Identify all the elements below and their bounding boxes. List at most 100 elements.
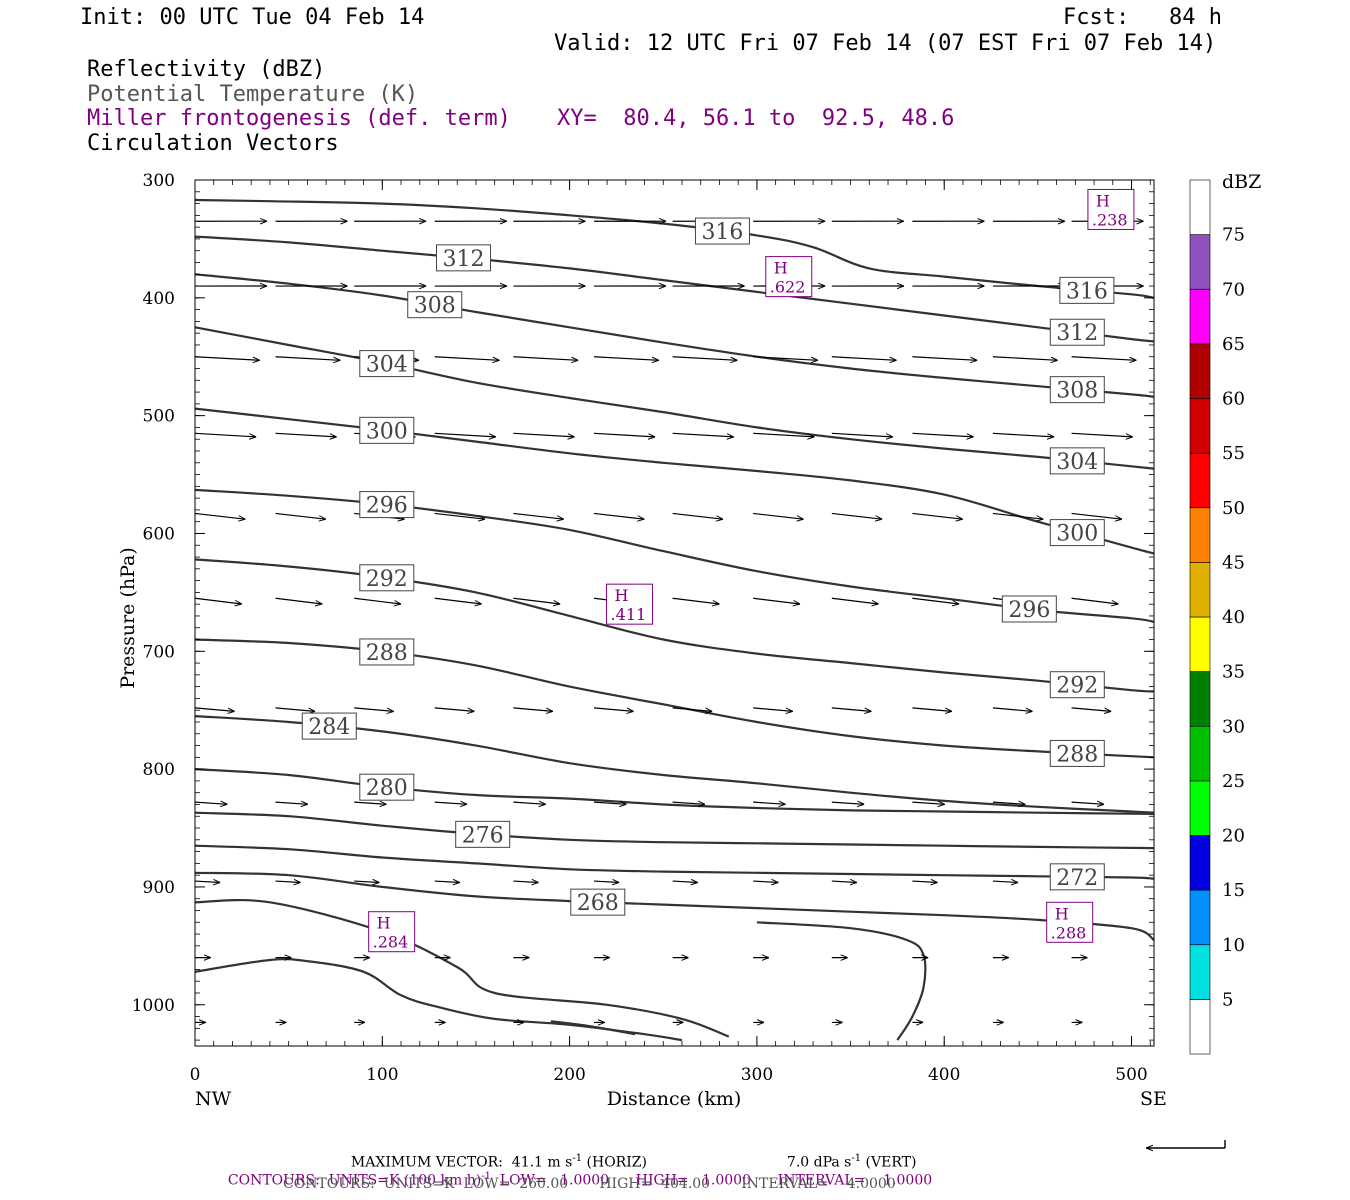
circulation-vector (1071, 802, 1104, 804)
circulation-vector (1071, 512, 1122, 519)
theta-contour-label: 288 (359, 638, 415, 666)
y-tick-label: 400 (143, 289, 175, 309)
svg-text:288: 288 (366, 641, 408, 666)
circulation-vector (434, 802, 467, 804)
circulation-vector (672, 512, 723, 519)
circulation-vector (513, 597, 560, 604)
reference-vector (1146, 1140, 1226, 1148)
colorbar-swatch (1189, 398, 1211, 454)
theta-contour-label: 304 (1049, 447, 1105, 475)
circulation-vector (275, 432, 337, 437)
circulation-vector (434, 881, 460, 882)
svg-text:.284: .284 (373, 933, 409, 952)
y-tick-label: 300 (143, 171, 175, 191)
theta-contour-284 (194, 715, 1155, 814)
contours-frontogenesis-units: CONTOURS: UNITS=K (100 km h) (227, 1172, 482, 1189)
circulation-vector (593, 356, 659, 361)
circulation-vector (831, 802, 864, 804)
circulation-vector (593, 707, 634, 712)
colorbar-swatch (1189, 288, 1211, 345)
colorbar-swatch (1189, 725, 1211, 782)
colorbar-label: 15 (1222, 880, 1245, 901)
x-end-label-right: SE (1140, 1088, 1167, 1110)
theta-contour-280 (194, 768, 1155, 815)
circulation-vector (912, 356, 977, 361)
colorbar-swatch (1189, 179, 1211, 235)
circulation-vector (912, 432, 973, 437)
circulation-vector (434, 512, 485, 519)
y-tick-label: 600 (143, 524, 175, 544)
colorbar-label: 25 (1222, 771, 1245, 792)
svg-text:H: H (377, 914, 391, 933)
circulation-vector (275, 707, 316, 712)
svg-text:272: 272 (1056, 866, 1098, 891)
y-axis-title: Pressure (hPa) (117, 547, 139, 689)
circulation-vector (434, 597, 482, 604)
circulation-vector (672, 881, 698, 882)
circulation-vector (513, 881, 538, 882)
y-tick-label: 500 (143, 407, 175, 427)
circulation-vector (753, 597, 800, 604)
svg-text:.622: .622 (770, 278, 806, 297)
colorbar-label: 60 (1222, 389, 1245, 410)
theta-contour-label: 268 (570, 888, 626, 916)
max-vector-line: MAXIMUM VECTOR: 41.1 m s-1 (HORIZ) (342, 1140, 647, 1170)
contours-theta-line: CONTOURS: UNITS=K LOW= 260.00 HIGH= 404.… (283, 1176, 896, 1192)
colorbar-swatch (1189, 507, 1211, 563)
theta-contour-316 (194, 198, 1155, 299)
theta-contour-label: 272 (1049, 863, 1105, 891)
circulation-vector (831, 597, 879, 604)
theta-contour-label: 284 (301, 712, 357, 740)
colorbar-label: 40 (1222, 607, 1245, 628)
circulation-vector (1071, 356, 1137, 361)
svg-text:284: 284 (308, 715, 350, 740)
svg-text:308: 308 (1056, 379, 1098, 404)
circulation-vector (672, 356, 738, 361)
circulation-vector (194, 802, 227, 804)
svg-text:312: 312 (1056, 321, 1098, 346)
circulation-vector (753, 432, 814, 437)
circulation-vector (275, 597, 323, 604)
svg-text:296: 296 (1008, 598, 1050, 623)
theta-contour-304 (194, 326, 1155, 470)
circulation-vector (434, 356, 500, 361)
circulation-vector (753, 356, 818, 361)
x-tick-label: 200 (553, 1065, 585, 1085)
colorbar-swatch (1189, 999, 1211, 1055)
circulation-vector (831, 356, 897, 361)
max-vector-vert-exponent: -1 (851, 1153, 862, 1164)
theta-contour-276 (194, 811, 1155, 850)
circulation-vector (593, 512, 644, 519)
circulation-vector (753, 881, 778, 882)
max-vector-horiz-exponent: -1 (572, 1153, 583, 1164)
svg-text:296: 296 (366, 494, 408, 519)
cross-section-endpoints: XY= 80.4, 56.1 to 92.5, 48.6 (557, 106, 955, 131)
svg-text:292: 292 (1056, 674, 1098, 699)
circulation-vector (593, 432, 655, 437)
circulation-vector (912, 881, 937, 882)
colorbar-label: 10 (1222, 935, 1245, 956)
colorbar-label: 65 (1222, 334, 1245, 355)
plot-frame (194, 179, 1155, 1047)
circulation-vector (434, 707, 475, 712)
frontogenesis-high: H.238 (1087, 188, 1135, 230)
theta-contour-label: 296 (1001, 595, 1057, 623)
theta-contour-264-a (194, 898, 730, 1038)
frontogenesis-high: H.622 (765, 256, 813, 298)
colorbar-label: 45 (1222, 552, 1245, 573)
circulation-vector (354, 881, 379, 882)
field-potential-temperature: Potential Temperature (K) (87, 82, 419, 107)
svg-text:276: 276 (462, 823, 504, 848)
theta-contour-292 (194, 558, 1155, 693)
field-circulation-vectors: Circulation Vectors (87, 131, 339, 156)
circulation-vector (992, 707, 1033, 712)
theta-contour-label: 308 (407, 291, 463, 319)
circulation-vector (992, 356, 1058, 361)
svg-text:316: 316 (1066, 279, 1108, 304)
circulation-vector (912, 802, 944, 804)
svg-text:H: H (1055, 904, 1069, 923)
init-time: Init: 00 UTC Tue 04 Feb 14 (80, 5, 425, 30)
y-tick-label: 700 (143, 642, 175, 662)
contours-frontogenesis-exponent: -1 (481, 1171, 491, 1182)
